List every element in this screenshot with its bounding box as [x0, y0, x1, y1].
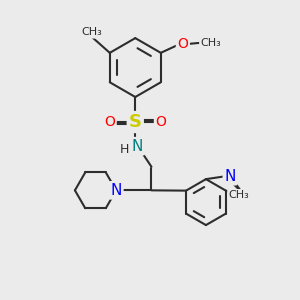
Text: N: N	[224, 169, 236, 184]
Text: N: N	[132, 139, 143, 154]
Text: CH₃: CH₃	[81, 27, 102, 37]
Text: CH₃: CH₃	[229, 190, 249, 200]
Text: O: O	[155, 115, 166, 129]
Text: N: N	[110, 183, 122, 198]
Text: H: H	[119, 142, 129, 156]
Text: CH₃: CH₃	[200, 38, 221, 47]
Text: S: S	[129, 113, 142, 131]
Text: O: O	[104, 115, 115, 129]
Text: O: O	[177, 37, 188, 51]
